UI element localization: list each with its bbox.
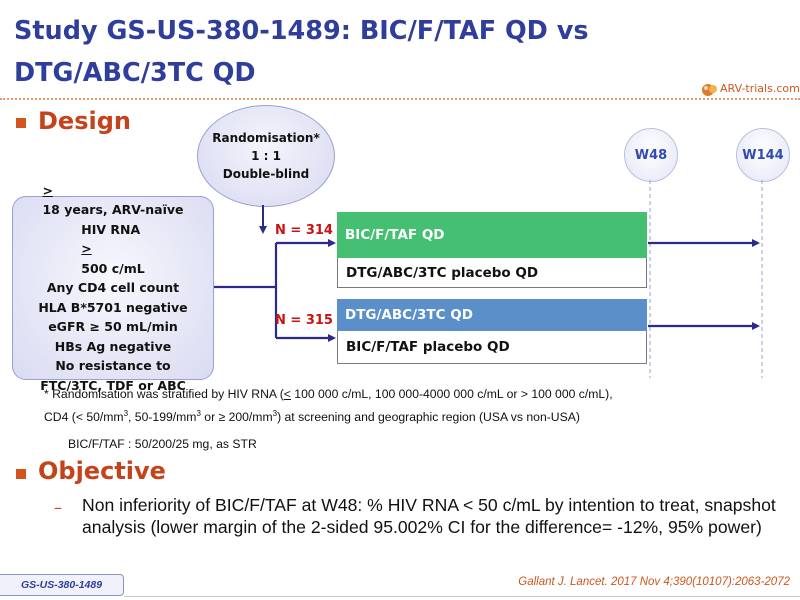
- week-48-marker: W48: [624, 128, 678, 182]
- criterion-hiv-rna: HIV RNA > 500 c/mL: [81, 221, 145, 276]
- arm-1-n-label: N = 314: [275, 223, 333, 238]
- logo-text: ARV-trials.com: [720, 82, 800, 95]
- arm-1-active: BIC/F/TAF QD: [337, 212, 647, 258]
- design-heading: Design: [38, 107, 131, 135]
- inclusion-criteria-box: > 18 years, ARV-naïve HIV RNA > 500 c/mL…: [12, 183, 214, 393]
- week-144-marker: W144: [736, 128, 790, 182]
- criterion-resistance-drugs: FTC/3TC, TDF or ABC: [40, 377, 186, 393]
- randomisation-blinding: Double-blind: [222, 167, 310, 181]
- randomisation-ratio: 1 : 1: [251, 149, 281, 163]
- arv-trials-logo-icon: [702, 84, 717, 96]
- reference-citation: Gallant J. Lancet. 2017 Nov 4;390(10107)…: [518, 576, 790, 588]
- criterion-resistance: No resistance to: [55, 358, 171, 374]
- objective-heading: Objective: [38, 457, 166, 485]
- randomisation-label: Randomisation*: [212, 131, 320, 145]
- criterion-hbs: HBs Ag negative: [54, 338, 172, 354]
- arm-2-active: DTG/ABC/3TC QD: [337, 299, 647, 331]
- arm-1-placebo: DTG/ABC/3TC placebo QD: [337, 258, 647, 288]
- criterion-hla: HLA B*5701 negative: [38, 299, 188, 315]
- criterion-age: > 18 years, ARV-naïve: [42, 182, 184, 218]
- stratification-footnote: * Randomisation was stratified by HIV RN…: [44, 387, 613, 425]
- objective-text: Non inferiority of BIC/F/TAF at W48: % H…: [82, 495, 776, 537]
- bullet-square-icon: [16, 118, 26, 128]
- arm-2-n-label: N = 315: [275, 313, 333, 328]
- bullet-square-icon: [16, 469, 26, 479]
- objective-dash: –: [54, 498, 62, 517]
- randomisation-bubble: Randomisation* 1 : 1 Double-blind: [197, 105, 335, 207]
- study-id-tag: GS-US-380-1489: [0, 574, 124, 596]
- footer-divider: [124, 596, 800, 597]
- slide-title: Study GS-US-380-1489: BIC/F/TAF QD vs DT…: [14, 16, 589, 88]
- criterion-egfr: eGFR ≥ 50 mL/min: [48, 319, 178, 335]
- str-dose-note: BIC/F/TAF : 50/200/25 mg, as STR: [68, 437, 257, 451]
- arm-2-placebo: BIC/F/TAF placebo QD: [337, 331, 647, 364]
- title-divider: [0, 98, 800, 100]
- criterion-cd4: Any CD4 cell count: [46, 280, 180, 296]
